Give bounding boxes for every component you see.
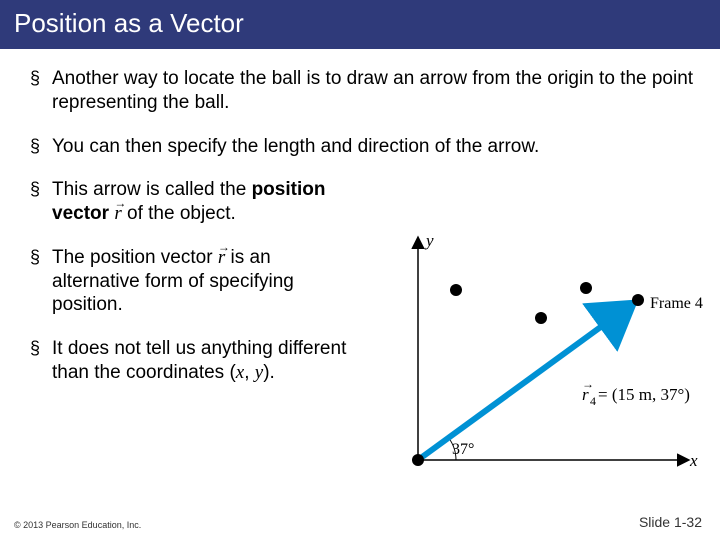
- r4-equation: → r 4 = (15 m, 37°): [582, 377, 690, 408]
- bullet-5-text-d: ).: [263, 362, 275, 383]
- dot-3: [580, 282, 592, 294]
- bullet-4: The position vector →r is an alternative…: [30, 246, 360, 317]
- x-var: x: [236, 362, 244, 383]
- bullet-5: It does not tell us anything different t…: [30, 337, 360, 385]
- frame4-label: Frame 4: [650, 295, 703, 312]
- r4-sub: 4: [590, 394, 596, 408]
- bullet-1: Another way to locate the ball is to dra…: [30, 67, 696, 115]
- r4-value: = (15 m, 37°): [598, 385, 690, 404]
- slide-title: Position as a Vector: [0, 0, 720, 49]
- r-vector-symbol: →r: [114, 202, 121, 226]
- copyright-text: © 2013 Pearson Education, Inc.: [14, 520, 141, 530]
- y-axis-label: y: [424, 231, 434, 250]
- dot-origin: [412, 454, 424, 466]
- angle-label: 37°: [452, 441, 474, 458]
- dot-frame4: [632, 294, 644, 306]
- bullet-2: You can then specify the length and dire…: [30, 135, 696, 159]
- bullet-4-text-a: The position vector: [52, 247, 218, 268]
- vector-arrow-over-icon: →: [218, 240, 230, 255]
- dot-1: [450, 284, 462, 296]
- dot-2: [535, 312, 547, 324]
- r-vector-symbol-2: →r: [218, 246, 225, 270]
- bullet-3-text-c: of the object.: [122, 203, 236, 224]
- r4-r: r: [582, 385, 589, 404]
- bullet-5-comma: ,: [244, 362, 255, 383]
- x-axis-label: x: [689, 451, 698, 470]
- bullet-3-text-a: This arrow is called the: [52, 179, 252, 200]
- bullet-5-text-a: It does not tell us anything different t…: [52, 338, 346, 383]
- bullet-3: This arrow is called the position vector…: [30, 178, 360, 226]
- position-vector-diagram: y x 37° Frame 4 → r 4 = (15 m, 37°): [376, 230, 706, 490]
- vector-arrow-over-icon: →: [114, 196, 126, 211]
- y-var: y: [255, 362, 263, 383]
- slide-number: Slide 1-32: [639, 514, 702, 530]
